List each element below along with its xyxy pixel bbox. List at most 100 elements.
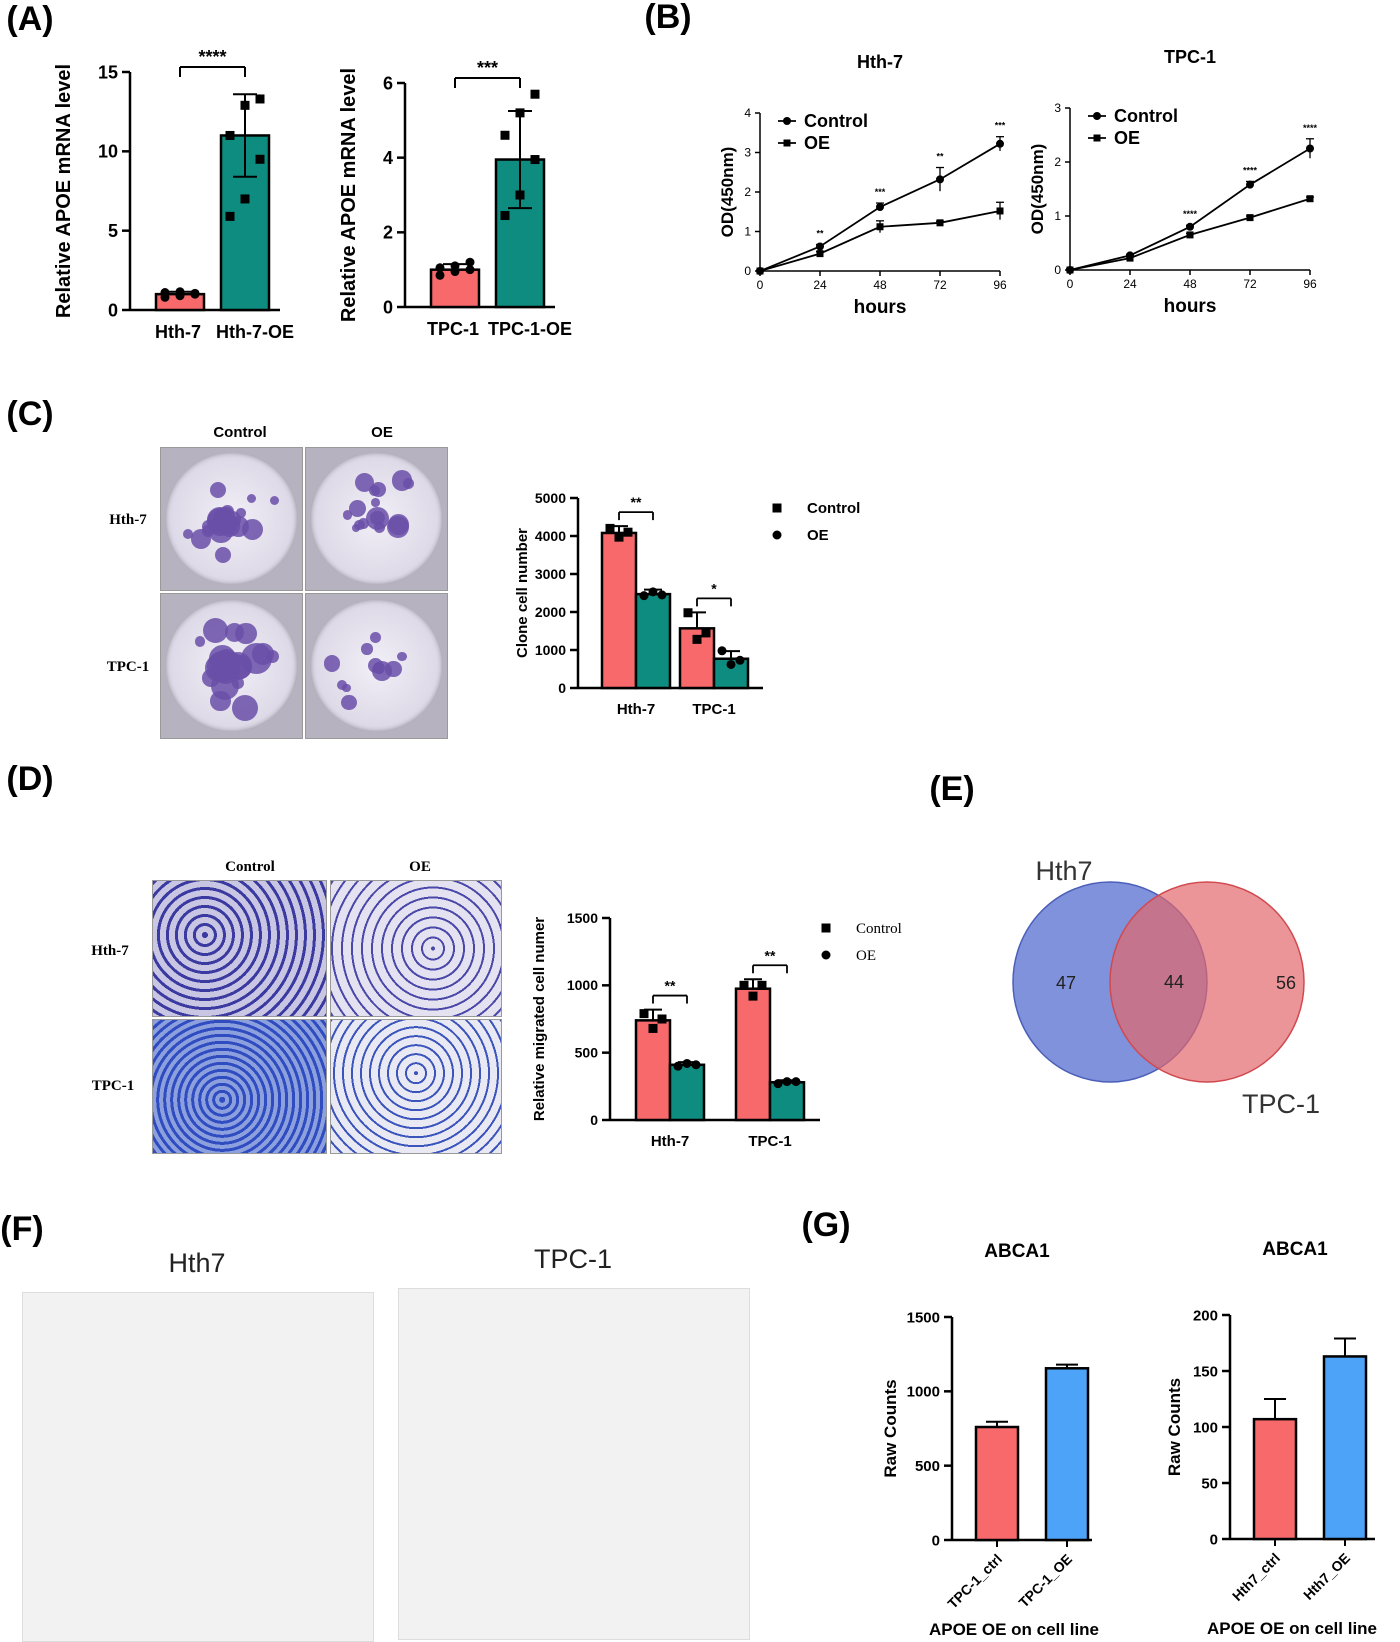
chart-b1-y-tick-label: 1	[744, 225, 751, 239]
chart-g2-y-axis-label: Raw Counts	[1165, 1378, 1184, 1476]
chart-b1-point-oe	[756, 267, 764, 275]
colony	[368, 485, 381, 497]
chart-b1-sig-label: **	[936, 152, 944, 162]
chart-a2-data-point	[530, 89, 540, 99]
chart-g2-y-tick-label: 200	[1193, 1307, 1218, 1324]
plate-row-label-tpc1: TPC-1	[107, 659, 150, 675]
colony	[209, 481, 227, 498]
colony	[397, 651, 407, 662]
transwell-photo-hth7-oe	[330, 880, 502, 1017]
chart-a1-y-tick-label: 0	[108, 300, 118, 320]
chart-c-data-point	[648, 587, 658, 597]
chart-b2-point-control	[1306, 144, 1314, 153]
chart-b2-x-tick-label: 0	[1067, 277, 1074, 291]
panel-label-d: (D)	[6, 760, 53, 798]
chart-b2-point-control	[1246, 180, 1254, 189]
transwell-col-label-oe: OE	[409, 859, 431, 875]
chart-c-legend-label-control: Control	[807, 500, 860, 517]
plate-col-label-control: Control	[213, 424, 266, 441]
plate-photo-tpc1-control	[160, 593, 303, 739]
colony	[370, 510, 385, 526]
colony	[182, 528, 194, 539]
chart-d-sig-label: **	[765, 947, 776, 963]
colony	[246, 493, 257, 504]
chart-g2-y-tick-label: 50	[1201, 1475, 1218, 1492]
chart-b1-point-control	[816, 242, 824, 251]
chart-a2-data-point	[465, 257, 475, 267]
chart-b1-x-axis-label: hours	[854, 297, 907, 318]
chart-c-data-point	[639, 591, 649, 601]
gsea-tpc1-title: TPC-1	[534, 1244, 612, 1274]
chart-a1-x-tick-label: Hth-7-OE	[216, 322, 294, 342]
chart-b1-y-tick-label: 3	[744, 146, 751, 160]
chart-b2-y-axis-label: OD(450nm)	[1028, 144, 1047, 235]
chart-d-y-axis-label: Relative migrated cell numer	[531, 917, 548, 1121]
chart-a1-sig-label: ****	[198, 47, 226, 67]
transwell-photo-hth7-control	[152, 880, 327, 1017]
transwell-row-label-tpc1: TPC-1	[92, 1078, 135, 1094]
chart-g1-x-axis-label: APOE OE on cell line	[929, 1620, 1099, 1639]
chart-d-x-tick-label: Hth-7	[651, 1133, 689, 1150]
chart-a2-data-point	[515, 108, 525, 118]
chart-b2-point-oe	[1066, 266, 1074, 274]
chart-d-data-point	[673, 1061, 683, 1071]
chart-d-bar	[668, 1063, 706, 1122]
colony	[361, 643, 373, 655]
plate-photo-hth7-oe	[305, 447, 448, 591]
chart-b2-x-tick-label: 72	[1243, 277, 1257, 291]
chart-d-data-point	[639, 1009, 649, 1019]
chart-b2-point-oe	[1126, 254, 1134, 262]
chart-b2-sig-label: ****	[1303, 123, 1318, 133]
chart-c-data-point	[735, 655, 745, 665]
chart-c-bar	[600, 531, 638, 690]
colony	[195, 636, 206, 647]
chart-g1-y-axis-label: Raw Counts	[881, 1379, 900, 1477]
colony	[214, 546, 232, 563]
chart-c-x-tick-label: TPC-1	[692, 701, 735, 718]
chart-b2-legend-marker	[1093, 112, 1101, 120]
chart-d-legend-label-control: Control	[856, 921, 902, 937]
chart-b1-title: Hth-7	[857, 52, 903, 72]
chart-a1-data-point	[160, 288, 170, 298]
chart-b1-point-oe	[876, 223, 884, 231]
colony	[224, 510, 242, 528]
chart-c-sig-label: **	[631, 494, 642, 510]
chart-a2-data-point	[435, 263, 445, 273]
chart-b2-sig-label: ****	[1183, 209, 1198, 219]
chart-b2-x-tick-label: 48	[1183, 277, 1197, 291]
chart-d-bar	[634, 1019, 672, 1122]
chart-c-y-axis-label: Clone cell number	[514, 528, 531, 658]
colony	[370, 632, 382, 643]
colony	[387, 516, 410, 539]
panel-label-e: (E)	[929, 770, 974, 808]
chart-b1-y-tick-label: 4	[744, 106, 751, 120]
chart-b1-point-oe	[936, 219, 944, 227]
venn-count-hth7-only: 47	[1056, 973, 1076, 993]
chart-d-data-point	[648, 1023, 658, 1033]
chart-g2-x-axis-label: APOE OE on cell line	[1207, 1619, 1377, 1638]
chart-a1-data-point	[255, 94, 265, 104]
colony	[240, 642, 272, 674]
chart-d-bar	[768, 1081, 806, 1122]
colony	[202, 617, 229, 644]
chart-b1-x-tick-label: 0	[757, 278, 764, 292]
transwell-photo-tpc1-control	[152, 1019, 327, 1154]
colony	[224, 622, 245, 643]
chart-d-y-tick-label: 1000	[567, 977, 598, 993]
chart-d-y-tick-label: 1500	[567, 910, 598, 926]
chart-a1-y-tick-label: 15	[98, 62, 118, 82]
chart-b2-x-tick-label: 24	[1123, 277, 1137, 291]
chart-d-x-tick-label: TPC-1	[748, 1133, 791, 1150]
colony	[354, 472, 375, 493]
venn-circle-tpc1	[1109, 881, 1305, 1083]
chart-b2-point-control	[1186, 222, 1194, 231]
chart-b1-x-tick-label: 48	[873, 278, 887, 292]
chart-a2-data-point	[450, 261, 460, 271]
colony	[191, 529, 212, 550]
colony	[232, 677, 244, 690]
venn-label-tpc1: TPC-1	[1242, 1089, 1320, 1119]
chart-c-y-tick-label: 1000	[535, 642, 566, 658]
chart-g1-y-tick-label: 1500	[907, 1309, 940, 1326]
chart-d-y-tick-label: 500	[575, 1045, 599, 1061]
colony	[373, 522, 386, 534]
